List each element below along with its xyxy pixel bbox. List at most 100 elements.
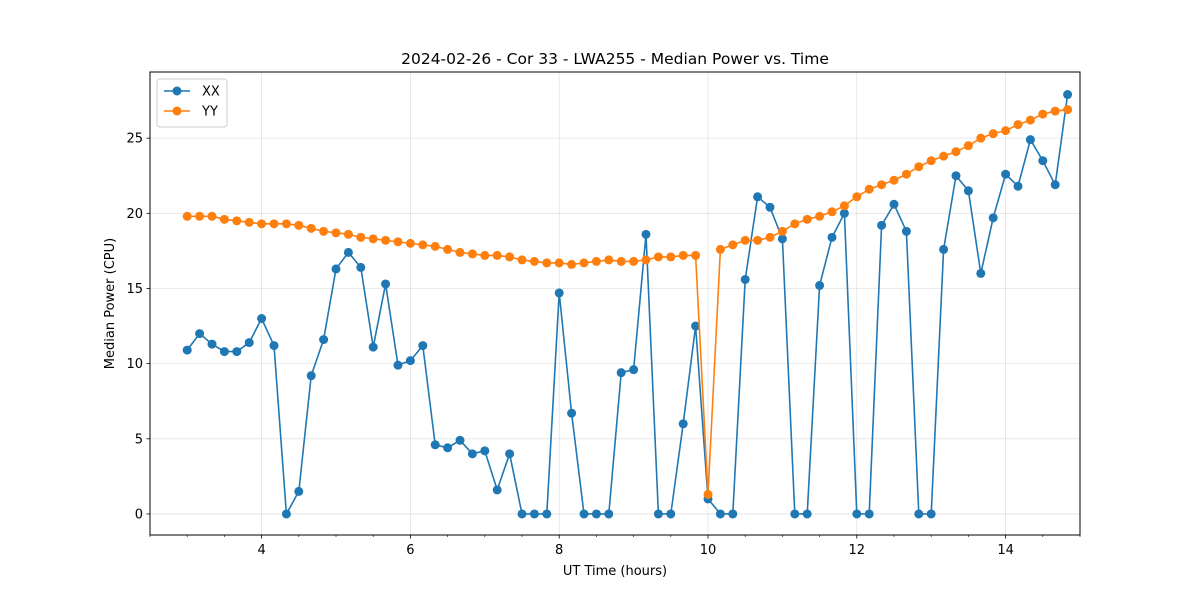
series-xx-point <box>381 279 391 289</box>
y-tick-label: 5 <box>135 432 143 447</box>
series-yy-point <box>790 219 800 229</box>
series-xx-point <box>1038 156 1048 166</box>
x-axis-ticks: 4 6 8 10 12 14 <box>149 535 1081 558</box>
series-yy-point <box>976 133 986 143</box>
series-yy-point <box>331 228 341 238</box>
series-yy-point <box>492 250 502 260</box>
series-yy-point <box>691 250 701 260</box>
plot-area-frame <box>149 71 1081 536</box>
x-axis-label: UT Time (hours) <box>563 564 667 579</box>
series-yy-point <box>604 255 614 265</box>
series-yy-point <box>827 207 837 217</box>
series-yy-point <box>939 151 949 161</box>
series-yy-point <box>306 223 316 233</box>
y-axis-ticks: 0 5 10 15 20 25 <box>126 132 150 522</box>
series-yy-point <box>728 240 738 250</box>
series-xx-point <box>1013 181 1023 191</box>
series-xx-point <box>319 335 329 345</box>
x-tick-label: 8 <box>555 543 563 558</box>
series-xx-point <box>926 509 936 519</box>
series-yy-point <box>740 235 750 245</box>
series-yy-point <box>641 255 651 265</box>
series-yy-point <box>517 255 527 265</box>
series-xx-point <box>629 365 639 375</box>
series-yy-point <box>653 252 663 262</box>
series-yy-point <box>244 217 254 227</box>
series-xx-point <box>839 208 849 218</box>
series-yy-point <box>839 201 849 211</box>
series-xx-point <box>343 247 353 257</box>
series-xx-point <box>368 342 378 352</box>
series-xx-point <box>591 509 601 519</box>
series-yy-point <box>678 250 688 260</box>
series-xx-point <box>294 486 304 496</box>
y-tick-label: 15 <box>126 282 143 297</box>
series-yy-point <box>703 489 713 499</box>
series-yy-point <box>554 258 564 268</box>
series-yy-point <box>1001 126 1011 136</box>
series-xx-point <box>963 186 973 196</box>
series-xx <box>182 90 1073 519</box>
series-xx-point <box>1025 135 1035 145</box>
y-tick-label: 25 <box>126 132 143 147</box>
series-xx-point <box>443 443 453 453</box>
series-yy-point <box>852 192 862 202</box>
series-xx-point <box>579 509 589 519</box>
series-xx-point <box>542 509 552 519</box>
series-xx-point <box>939 244 949 254</box>
series-yy-point <box>257 219 267 229</box>
series-xx-point <box>877 220 887 230</box>
series-xx-point <box>505 449 515 459</box>
series-yy-point <box>269 219 279 229</box>
series-xx-point <box>393 360 403 370</box>
series-yy-point <box>356 232 366 242</box>
series-yy-point <box>889 175 899 185</box>
series-yy-point <box>777 226 787 236</box>
series-xx-point <box>1050 180 1060 190</box>
series-xx-point <box>864 509 874 519</box>
series-xx-point <box>232 347 242 357</box>
series-yy-point <box>715 244 725 254</box>
series-xx-point <box>567 408 577 418</box>
series-xx-point <box>889 199 899 209</box>
legend-yy-label: YY <box>201 105 218 120</box>
series-xx-point <box>653 509 663 519</box>
series-xx-point <box>604 509 614 519</box>
series-xx-point <box>529 509 539 519</box>
series-yy-point <box>988 129 998 139</box>
x-tick-label: 6 <box>406 543 414 558</box>
series-yy-point <box>368 234 378 244</box>
series-yy-point <box>1025 115 1035 125</box>
series-xx-point <box>418 341 428 351</box>
x-tick-label: 12 <box>849 543 866 558</box>
series-yy-point <box>343 229 353 239</box>
series-xx-point <box>207 339 217 349</box>
series-yy-point <box>926 156 936 166</box>
series-xx-point <box>777 234 787 244</box>
series-xx-point <box>691 321 701 331</box>
series-yy-point <box>951 147 961 157</box>
series-xx-point <box>480 446 490 456</box>
series-xx-point <box>815 280 825 290</box>
series-yy-point <box>815 211 825 221</box>
series-xx-point <box>765 202 775 212</box>
series-yy-point <box>1038 109 1048 119</box>
series-xx-point <box>740 274 750 284</box>
series-yy-point <box>914 162 924 172</box>
series-xx-point <box>715 509 725 519</box>
series-xx-point <box>195 329 205 339</box>
series-yy-point <box>629 256 639 266</box>
y-tick-label: 0 <box>135 507 143 522</box>
series-yy-point <box>195 211 205 221</box>
series-yy-point <box>753 235 763 245</box>
series-xx-point <box>281 509 291 519</box>
series-yy-point <box>393 237 403 247</box>
series-yy-point <box>381 235 391 245</box>
series-yy-point <box>1063 105 1073 115</box>
x-tick-label: 10 <box>700 543 717 558</box>
series-yy-point <box>319 226 329 236</box>
series-xx-point <box>331 264 341 274</box>
series-yy-point <box>616 256 626 266</box>
series-yy-point <box>579 258 589 268</box>
